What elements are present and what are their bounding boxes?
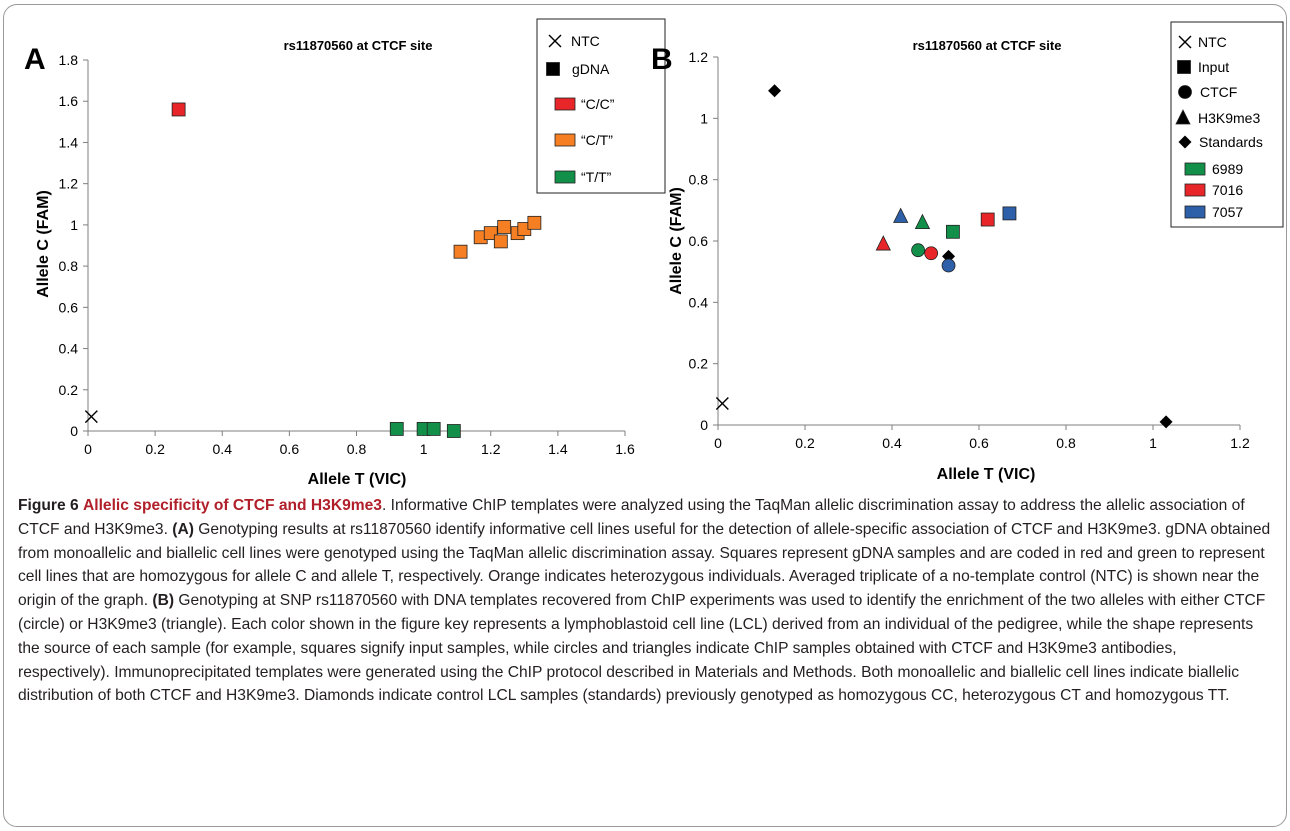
chart-a-y-tick-label: 0 — [70, 423, 78, 439]
chart-a-legend-marker-x — [548, 34, 562, 48]
chart-a-point-square — [493, 234, 508, 249]
chart-a-x-tick-label: 0.4 — [213, 441, 233, 457]
chart-b-legend-label: H3K9me3 — [1198, 110, 1260, 126]
chart-b-point-diamond — [1159, 415, 1173, 429]
chart-b-x-tick-label: 0.2 — [795, 435, 815, 451]
chart-b-point-square — [946, 224, 960, 239]
chart-b-legend-label: 7016 — [1212, 182, 1243, 198]
figure-frame — [3, 4, 1287, 827]
chart-a-x-tick-label: 0 — [84, 441, 92, 457]
chart-b-legend-swatch — [1184, 183, 1206, 197]
chart-b-legend-swatch — [1184, 162, 1206, 176]
chart-a-y-tick-label: 1 — [70, 217, 78, 233]
caption-intro: . Informative ChIP templates were analyz… — [18, 497, 1245, 538]
chart-b-point-square — [1002, 206, 1017, 221]
chart-a-y-axis-label: Allele C (FAM) — [35, 190, 52, 298]
chart-a-panel-label: A — [24, 43, 46, 76]
chart-b-point-triangle — [893, 207, 909, 223]
caption-text-b: Genotyping at SNP rs11870560 with DNA te… — [18, 592, 1266, 705]
chart-b-point-x — [715, 397, 729, 411]
chart-a-point-square — [527, 215, 542, 230]
chart-a-y-tick-label: 1.4 — [59, 134, 79, 150]
chart-b-x-axis-label: Allele T (VIC) — [937, 466, 1036, 483]
chart-b-y-tick-label: 0.6 — [689, 233, 709, 249]
chart-b-legend-label: Standards — [1199, 134, 1263, 150]
chart-a-y-tick-label: 0.4 — [59, 341, 79, 357]
chart-b-legend-marker-diamond — [1178, 135, 1192, 149]
chart-b-y-tick-label: 0.4 — [689, 294, 709, 310]
chart-a-point-square — [171, 102, 186, 117]
chart-b-y-tick-label: 0.8 — [689, 172, 709, 188]
chart-b-y-axis-label: Allele C (FAM) — [668, 187, 685, 295]
chart-b-y-tick-label: 1.2 — [689, 49, 709, 65]
chart-b-point-circle — [924, 246, 939, 261]
chart-b-legend-marker-triangle — [1175, 109, 1191, 125]
chart-a-x-tick-label: 0.6 — [280, 441, 300, 457]
chart-a-x-axis-label: Allele T (VIC) — [308, 471, 407, 488]
chart-b-x-tick-label: 0.4 — [882, 435, 902, 451]
caption-text-a: Genotyping results at rs11870560 identif… — [18, 520, 1271, 610]
chart-a-x-tick-label: 1 — [420, 441, 428, 457]
chart-b-title: rs11870560 at CTCF site — [913, 38, 1062, 53]
chart-b-legend-marker-x — [1178, 35, 1192, 49]
chart-a-legend-label: “C/C” — [581, 96, 615, 112]
caption-title: Allelic specificity of CTCF and H3K9me3 — [83, 497, 382, 514]
caption-figure-label: Figure 6 — [18, 497, 79, 514]
chart-b-point-triangle — [875, 235, 891, 251]
chart-b-legend-label: 7057 — [1212, 204, 1243, 220]
chart-b-x-tick-label: 1.2 — [1230, 435, 1250, 451]
chart-b-legend-label: CTCF — [1200, 84, 1237, 100]
chart-a-x-tick-label: 0.2 — [145, 441, 165, 457]
chart-a-y-tick-label: 0.8 — [59, 258, 79, 274]
chart-a-legend-label: “C/T” — [581, 132, 613, 148]
chart-a-point-square — [389, 422, 404, 436]
chart-a-legend-label: gDNA — [572, 61, 610, 77]
chart-b-y-tick-label: 0.2 — [689, 356, 709, 372]
chart-b-point-square — [980, 212, 995, 227]
chart-b-point-triangle — [914, 213, 931, 230]
chart-b-legend-label: 6989 — [1212, 161, 1243, 177]
chart-a-legend-swatch — [554, 133, 576, 147]
chart-b-legend-swatch — [1184, 205, 1206, 219]
chart-a-point-square — [446, 424, 461, 438]
chart-a-legend-swatch — [554, 97, 576, 111]
chart-b-x-tick-label: 0.8 — [1056, 435, 1076, 451]
chart-a-x-tick-label: 1.4 — [548, 441, 568, 457]
chart-a-y-tick-label: 1.6 — [59, 93, 79, 109]
chart-a-legend-label: “T/T” — [581, 169, 612, 185]
chart-a-legend-label: NTC — [571, 33, 600, 49]
figure-charts: 0 0.2 0.4 0.6 0.8 1 1.2 1.4 1.6 1.8 0 0.2 0.4 0.6 0.8 1… — [24, 18, 1284, 488]
chart-b-legend-marker-circle — [1178, 85, 1192, 99]
chart-b-legend-marker-square — [1177, 60, 1191, 74]
chart-a-title: rs11870560 at CTCF site — [284, 38, 433, 53]
chart-a-y-tick-label: 1.2 — [59, 176, 79, 192]
chart-a-x-tick-label: 1.2 — [481, 441, 501, 457]
chart-b-y-tick-label: 0 — [700, 417, 708, 433]
figure-caption: Figure 6 Allelic specificity of CTCF and… — [18, 494, 1272, 708]
chart-b-x-tick-label: 1 — [1149, 435, 1157, 451]
chart-a-x-tick-label: 0.8 — [347, 441, 367, 457]
caption-label-b: (B) — [152, 592, 175, 610]
chart-a-legend-marker-square — [546, 62, 560, 76]
chart-a-y-tick-label: 0.6 — [59, 299, 79, 315]
chart-b-point-circle — [941, 258, 956, 273]
chart-a-point-square — [497, 220, 512, 234]
chart-a-y-tick-label: 0.2 — [59, 382, 79, 398]
chart-b-panel-label: B — [651, 43, 673, 76]
chart-b-y-tick-label: 1 — [700, 110, 708, 126]
chart-b-point-diamond — [768, 84, 782, 98]
chart-a-point-square — [426, 422, 441, 436]
chart-b-x-tick-label: 0.6 — [969, 435, 989, 451]
chart-a-point-x — [84, 410, 98, 424]
chart-b-x-tick-label: 0 — [714, 435, 722, 451]
chart-b-point-circle — [911, 243, 925, 258]
chart-b-legend-label: NTC — [1198, 34, 1227, 50]
caption-label-a: (A) — [172, 520, 194, 538]
chart-a-x-tick-label: 1.6 — [615, 441, 635, 457]
chart-a-legend-swatch — [554, 170, 576, 184]
chart-a-point-square — [453, 244, 468, 259]
chart-b-legend-label: Input — [1198, 59, 1229, 75]
chart-a-y-tick-label: 1.8 — [59, 52, 79, 68]
